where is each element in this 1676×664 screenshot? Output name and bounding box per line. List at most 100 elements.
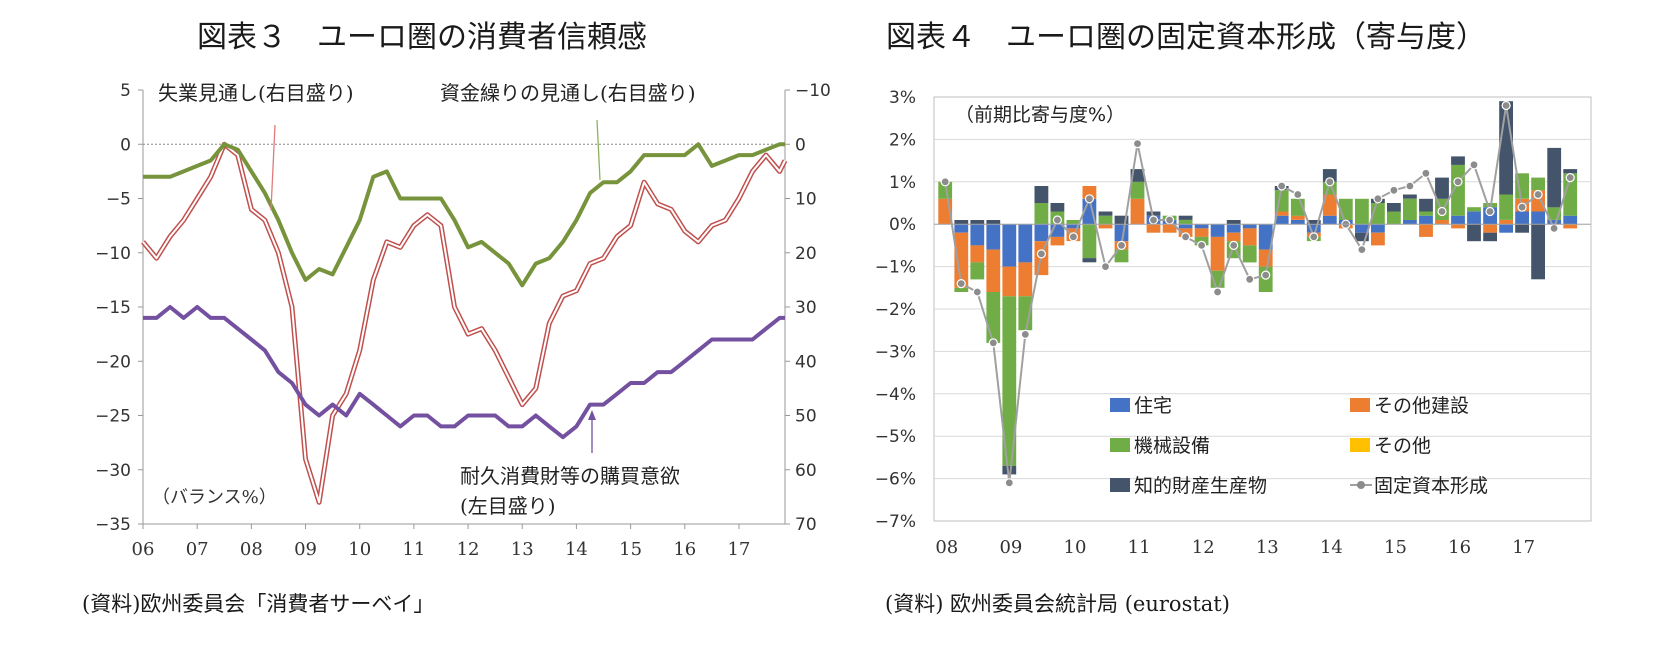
total-point [1437, 206, 1447, 217]
right-x-tick-label: 13 [1256, 537, 1279, 558]
total-point [1501, 100, 1511, 111]
bar-segment [1290, 215, 1305, 220]
total-point [1196, 240, 1207, 250]
bar-segment [1050, 236, 1065, 246]
total-point [1469, 160, 1479, 170]
total-point [1164, 215, 1175, 225]
right-y-tick-label: 1% [889, 173, 916, 193]
right-y-tick-label: 3% [889, 88, 916, 108]
total-point [1565, 173, 1575, 183]
bar-segment [1194, 228, 1209, 237]
total-point [1485, 206, 1495, 217]
series-line-unemployment [141, 141, 788, 505]
right-y-tick-label: 0 [795, 135, 806, 155]
annotation-finance-pointer [596, 119, 601, 181]
right-source: (資料) 欧州委員会統計局 (eurostat) [885, 592, 1230, 616]
bar-segment [986, 220, 1001, 225]
right-y-tick-label: −7% [875, 512, 916, 532]
right-y-tick-label: −6% [875, 470, 916, 490]
total-point [1325, 177, 1335, 187]
bar-segment [1018, 224, 1033, 263]
annotation-finance: 資金繰りの見通し(右目盛り) [440, 81, 696, 105]
bar-segment [1210, 224, 1225, 237]
total-point [1100, 262, 1111, 272]
annotation-unemployment: 失業見通し(右目盛り) [158, 81, 354, 105]
bar-segment [1451, 224, 1465, 229]
bar-segment [1563, 224, 1578, 229]
total-point [1052, 215, 1063, 225]
right-y-tick-label: 30 [795, 298, 817, 318]
right-x-tick-label: 09 [999, 537, 1022, 558]
bar-segment [954, 287, 969, 292]
right-chart: 3% 2% 1% 0% −1% −2% −3% −4% −5% −6% −7% 08 09 10 11 12 1… [875, 88, 1592, 558]
bar-segment [1531, 224, 1545, 280]
bar-segment [1098, 224, 1113, 229]
bar-segment [1403, 220, 1417, 225]
annotation-durables: 耐久消費財等の購買意欲 [460, 464, 680, 488]
total-point [1293, 189, 1303, 200]
right-x-tick-label: 10 [1064, 537, 1087, 558]
bar-segment [1130, 181, 1145, 199]
legend-swatch [1110, 478, 1130, 492]
bar-segment [954, 232, 969, 288]
bar-segment [1034, 224, 1049, 242]
total-point [1277, 181, 1287, 191]
bar-segment [1290, 220, 1305, 225]
series-line-finance [143, 142, 785, 288]
legend-label: 固定資本形成 [1374, 475, 1488, 497]
bar-segment [1451, 156, 1465, 165]
bar-segment [1467, 224, 1481, 242]
right-y-tick-label: 10 [795, 190, 817, 210]
bar-segment [1274, 215, 1289, 225]
total-point [1180, 232, 1191, 242]
bar-segment [1419, 215, 1433, 225]
bar-segment [1371, 224, 1385, 233]
legend-swatch [1110, 398, 1130, 412]
left-y-tick-label: −5 [106, 190, 131, 210]
right-x-tick-label: 08 [935, 537, 958, 558]
legend-swatch [1350, 438, 1370, 452]
bar-segment [1499, 194, 1513, 220]
left-x-tick-label: 08 [240, 539, 263, 560]
right-chart-title: 図表４ ユーロ圏の固定資本形成（寄与度） [886, 20, 1486, 55]
right-y-tick-label: −10 [795, 81, 831, 101]
left-unit-label: （バランス%） [152, 487, 277, 508]
right-y-tick-label: 40 [795, 352, 817, 372]
legend-label: 住宅 [1134, 395, 1172, 417]
bar-segment [1547, 220, 1562, 225]
bar-segment [1162, 224, 1177, 233]
left-x-tick-label: 09 [294, 539, 317, 560]
bar-segment [1499, 224, 1513, 233]
bar-segment [970, 224, 985, 246]
right-y-tick-label: 2% [889, 130, 916, 150]
bar-segment [1098, 215, 1113, 225]
bar-segment [1002, 266, 1017, 297]
bar-segment [1483, 232, 1497, 242]
left-x-tick-label: 17 [727, 539, 750, 560]
bar-segment [1563, 169, 1578, 174]
total-point [940, 177, 950, 187]
bar-segment [1483, 224, 1497, 233]
bar-segment [1531, 211, 1545, 225]
bar-segment [986, 224, 1001, 250]
bar-segment [1146, 211, 1161, 216]
legend-label: その他 [1374, 435, 1431, 457]
legend-marker-total [1357, 481, 1365, 489]
total-point [1373, 194, 1383, 204]
series-line-unemployment-inner [142, 143, 786, 504]
bar-segment [1322, 215, 1337, 225]
bar-segment [1355, 232, 1369, 242]
bar-segment [1210, 236, 1225, 271]
bar-segment [1034, 203, 1049, 225]
bar-segment [1435, 220, 1449, 225]
bar-segment [1387, 211, 1401, 225]
bar-segment [1403, 198, 1417, 220]
right-x-tick-label: 11 [1128, 537, 1151, 558]
bar-segment [1242, 224, 1257, 229]
legend-label: 知的財産生産物 [1134, 475, 1267, 497]
bar-segment [1306, 220, 1321, 225]
left-chart-title: 図表３ ユーロ圏の消費者信頼感 [197, 20, 647, 55]
bar-segment [1018, 262, 1033, 297]
